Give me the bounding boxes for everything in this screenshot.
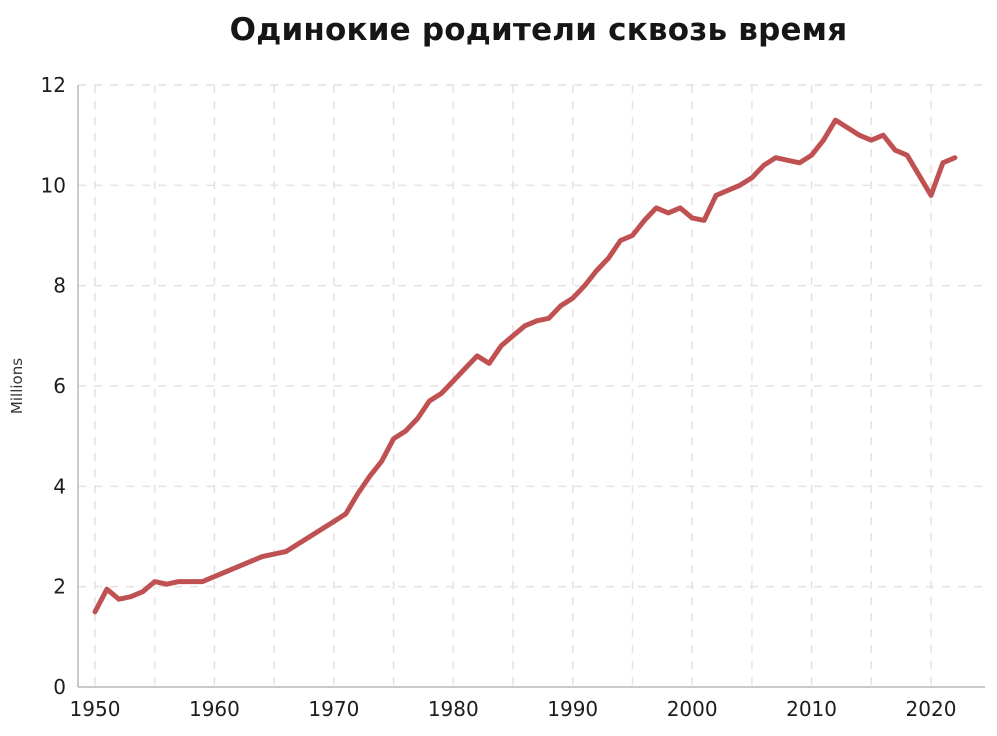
y-tick-label: 2	[53, 575, 66, 599]
y-axis-title: Millions	[8, 358, 26, 414]
x-tick-label: 2020	[906, 697, 957, 721]
y-tick-label: 8	[53, 274, 66, 298]
y-tick-label: 6	[53, 374, 66, 398]
x-tick-label: 1950	[70, 697, 121, 721]
x-tick-label: 1960	[189, 697, 240, 721]
y-tick-label: 10	[41, 173, 66, 197]
x-tick-label: 1970	[308, 697, 359, 721]
y-tick-label: 12	[41, 73, 66, 97]
y-tick-label: 0	[53, 675, 66, 699]
x-tick-label: 2000	[667, 697, 718, 721]
x-tick-label: 2010	[786, 697, 837, 721]
x-tick-label: 1990	[547, 697, 598, 721]
axes	[77, 85, 985, 688]
x-tick-label: 1980	[428, 697, 479, 721]
y-tick-label: 4	[53, 474, 66, 498]
chart-title: Одинокие родители сквозь время	[229, 12, 848, 48]
gridlines	[78, 84, 985, 687]
data-line	[92, 117, 958, 615]
